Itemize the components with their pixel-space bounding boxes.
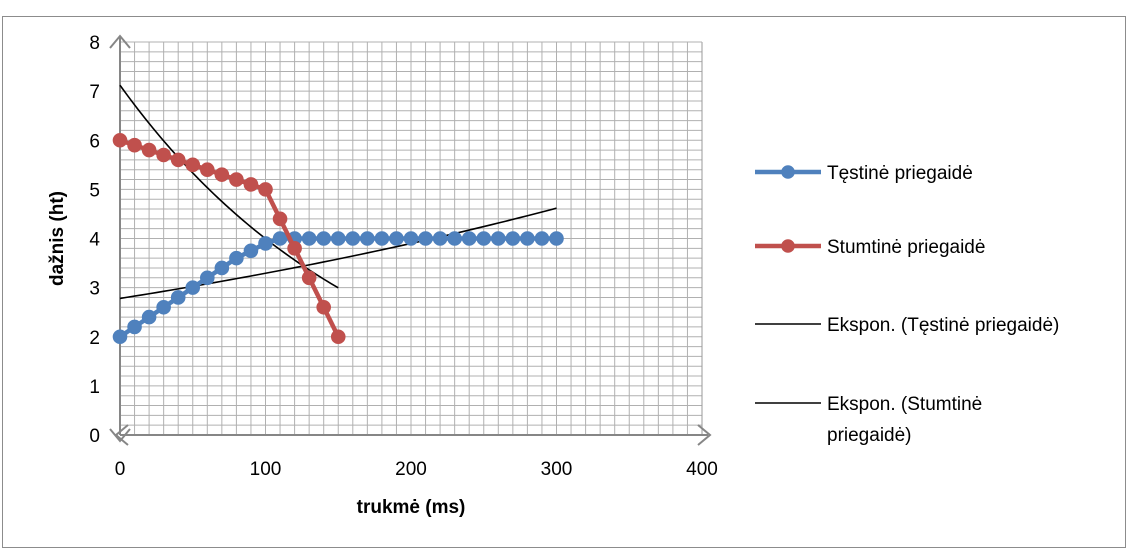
data-point	[345, 231, 361, 246]
legend-label: Stumtinė priegaidė	[827, 237, 985, 258]
y-tick-label: 2	[89, 328, 100, 349]
data-point	[316, 231, 332, 246]
legend-label-continued: priegaidė)	[827, 425, 912, 446]
legend-label: Ekspon. (Tęstinė priegaidė)	[827, 315, 1059, 336]
x-tick-label: 300	[541, 459, 573, 480]
y-axis-arrow-bottom	[109, 428, 131, 443]
legend-label: Ekspon. (Stumtinė	[827, 394, 982, 415]
y-tick-label: 0	[89, 426, 100, 447]
data-point	[301, 270, 317, 286]
data-point	[214, 167, 230, 182]
data-point	[141, 309, 157, 325]
data-point	[374, 231, 390, 246]
data-point	[301, 231, 317, 246]
data-point	[243, 243, 259, 259]
x-axis-arrow-left	[114, 424, 129, 446]
data-point	[418, 231, 433, 246]
x-tick-label: 200	[395, 459, 427, 480]
data-point	[389, 231, 404, 246]
data-point	[200, 162, 215, 178]
data-point	[520, 231, 535, 246]
y-tick-label: 5	[89, 180, 100, 201]
data-point	[200, 270, 215, 286]
chart-svg: 0 1 2 3 4 5 6 7 8 0 100 200 300 400 Tęstinė priegaidė…	[47, 33, 1059, 518]
data-point	[287, 241, 302, 256]
data-point	[185, 157, 201, 173]
data-point	[127, 319, 142, 335]
x-tick-label: 400	[686, 459, 718, 480]
data-point	[316, 299, 332, 315]
data-point	[214, 260, 230, 276]
y-tick-label: 4	[89, 230, 100, 251]
data-point	[272, 211, 288, 227]
legend-swatch-marker	[781, 165, 795, 179]
data-point	[461, 231, 477, 246]
x-tick-label: 100	[250, 459, 282, 480]
data-point	[112, 132, 128, 148]
data-point	[403, 231, 419, 246]
series-line	[119, 138, 341, 338]
data-point	[476, 231, 492, 246]
data-point	[229, 250, 244, 266]
y-tick-label: 8	[89, 33, 100, 54]
data-point	[243, 177, 259, 192]
data-point	[156, 147, 171, 163]
x-axis-arrow-right	[697, 424, 712, 446]
data-point	[258, 236, 273, 251]
figure-caption	[0, 0, 1129, 8]
labels-layer: 0 1 2 3 4 5 6 7 8 0 100 200 300 400	[89, 33, 717, 480]
data-point	[432, 231, 448, 246]
data-point	[549, 231, 564, 246]
data-point	[360, 231, 375, 246]
legend-label: Tęstinė priegaidė	[827, 163, 973, 184]
y-axis-title: dažnis (ht)	[47, 191, 68, 286]
y-tick-label: 6	[89, 131, 100, 152]
data-point	[170, 290, 186, 305]
y-tick-label: 3	[89, 279, 100, 300]
data-point	[447, 231, 462, 246]
axes-layer	[109, 34, 712, 446]
data-point	[127, 137, 142, 153]
data-point	[112, 329, 128, 345]
series	[112, 231, 564, 345]
y-tick-label: 7	[89, 82, 100, 103]
x-tick-label: 0	[115, 459, 126, 480]
data-point	[505, 231, 521, 246]
data-point	[330, 329, 346, 345]
data-point	[330, 231, 346, 246]
legend: Tęstinė priegaidė Stumtinė priegaidė Ekspo…	[755, 163, 1059, 446]
data-point	[170, 152, 186, 168]
y-axis-arrow-top	[109, 34, 131, 49]
series	[112, 132, 346, 345]
data-point	[229, 172, 244, 187]
series-layer	[112, 132, 564, 345]
x-axis-title: trukmė (ms)	[357, 497, 466, 518]
trendline	[119, 84, 339, 289]
chart-frame: 0 1 2 3 4 5 6 7 8 0 100 200 300 400 Tęstinė priegaidė…	[2, 16, 1126, 548]
data-point	[258, 182, 273, 197]
data-point	[272, 231, 288, 246]
y-tick-label: 1	[89, 377, 100, 398]
data-point	[491, 231, 506, 246]
data-point	[141, 142, 157, 158]
data-point	[185, 280, 201, 295]
data-point	[156, 299, 171, 315]
legend-swatch-marker	[781, 239, 795, 253]
data-point	[534, 231, 550, 246]
